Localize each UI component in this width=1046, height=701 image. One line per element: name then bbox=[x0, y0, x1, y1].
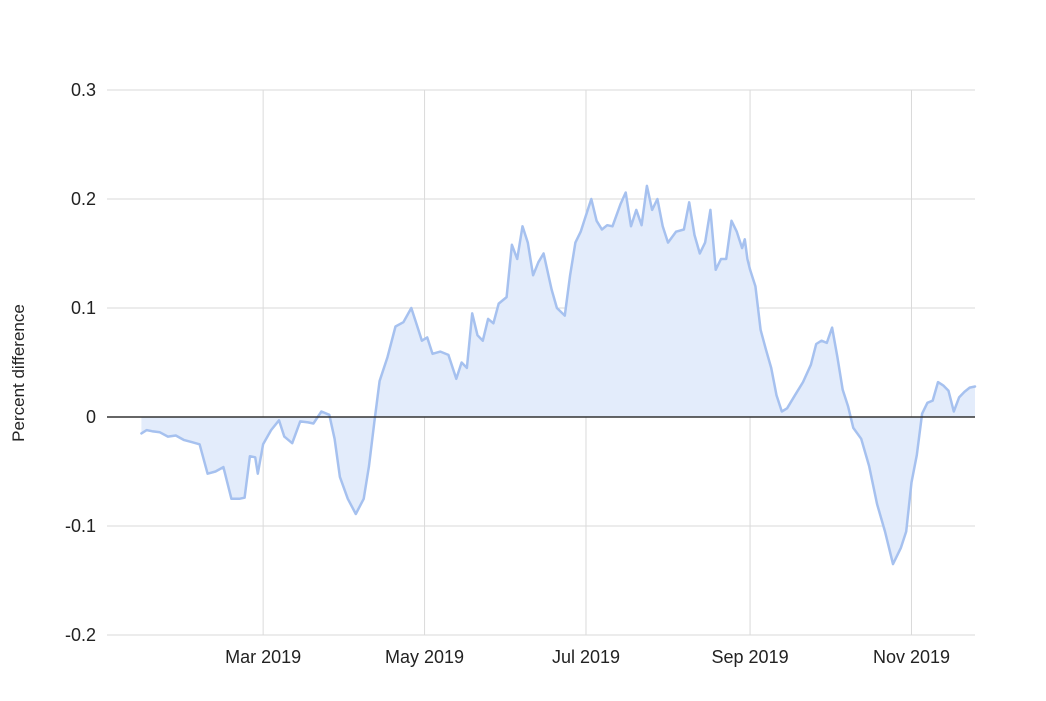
y-tick-label: -0.2 bbox=[65, 625, 96, 645]
y-tick-label: -0.1 bbox=[65, 516, 96, 536]
area-layer bbox=[140, 184, 977, 566]
x-tick-label: Mar 2019 bbox=[225, 647, 301, 667]
x-tick-label: Sep 2019 bbox=[712, 647, 789, 667]
x-tick-label: Jul 2019 bbox=[552, 647, 620, 667]
y-tick-label: 0 bbox=[86, 407, 96, 427]
series-line bbox=[140, 184, 977, 566]
x-tick-label: May 2019 bbox=[385, 647, 464, 667]
series-area bbox=[141, 185, 975, 565]
y-tick-label: 0.3 bbox=[71, 80, 96, 100]
y-tick-labels: 0.3 0.2 0.1 0 -0.1 -0.2 bbox=[65, 80, 96, 645]
y-tick-label: 0.1 bbox=[71, 298, 96, 318]
y-axis-title: Percent difference bbox=[9, 304, 28, 442]
y-tick-label: 0.2 bbox=[71, 189, 96, 209]
x-tick-labels: Mar 2019 May 2019 Jul 2019 Sep 2019 Nov 2019 bbox=[225, 647, 950, 667]
x-tick-label: Nov 2019 bbox=[873, 647, 950, 667]
